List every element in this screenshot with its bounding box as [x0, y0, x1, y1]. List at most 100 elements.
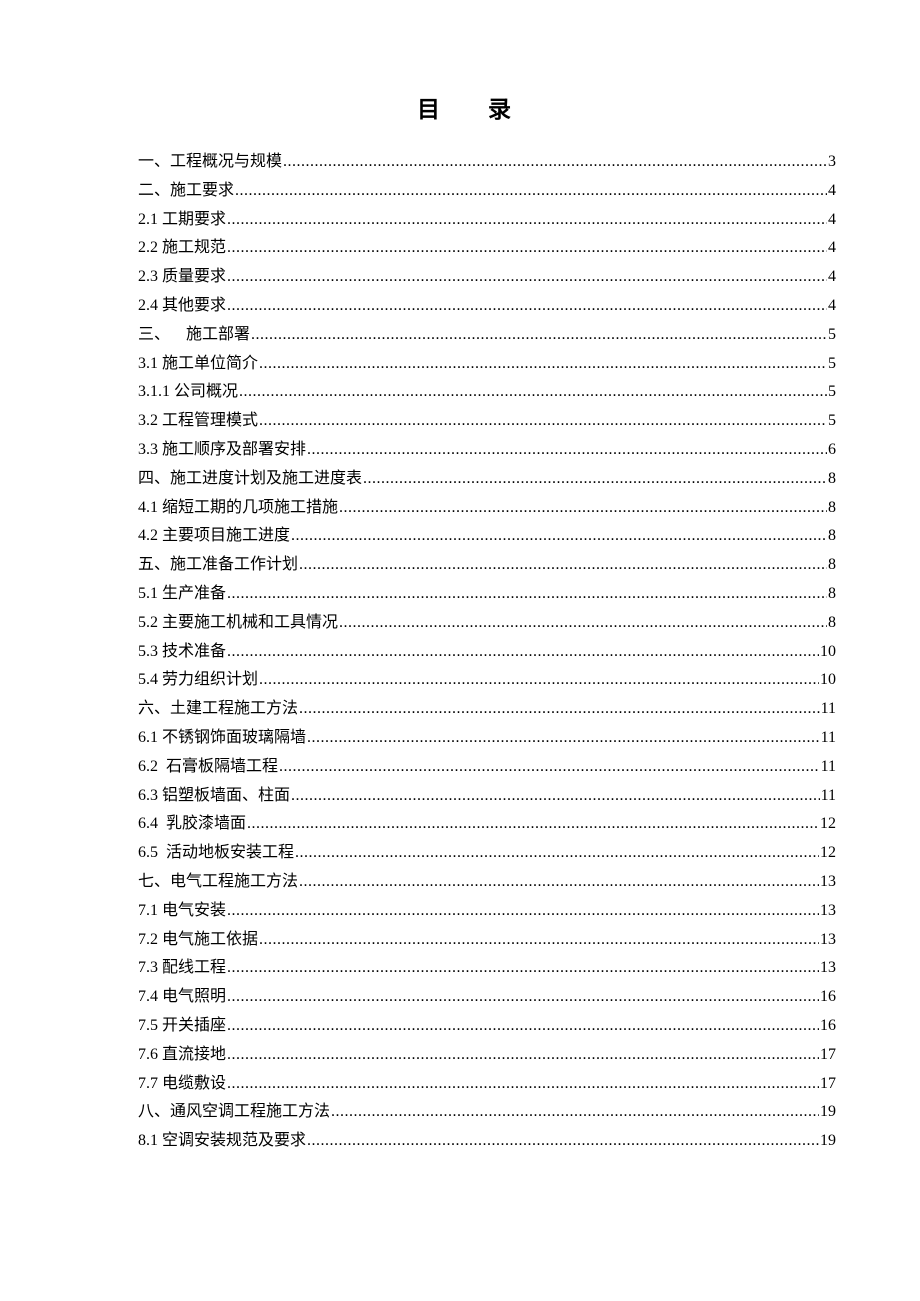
toc-entry-page: 6 — [828, 440, 836, 458]
toc-entry[interactable]: 五、施工准备工作计划 8 — [138, 551, 836, 580]
toc-entry[interactable]: 六、土建工程施工方法 11 — [138, 695, 836, 724]
toc-entry-label: 八、通风空调工程施工方法 — [138, 1103, 331, 1121]
dot-leader — [295, 839, 819, 868]
toc-entry[interactable]: 5.2 主要施工机械和工具情况 8 — [138, 609, 836, 638]
toc-entry[interactable]: 7.6 直流接地 17 — [138, 1041, 836, 1070]
toc-entry-label: 3.3 施工顺序及部署安排 — [138, 440, 307, 458]
dot-leader — [227, 1041, 819, 1070]
toc-entry-label: 7.1 电气安装 — [138, 901, 227, 919]
dot-leader — [259, 666, 819, 695]
toc-entry[interactable]: 八、通风空调工程施工方法 19 — [138, 1098, 836, 1127]
toc-entry-page: 10 — [820, 671, 836, 689]
dot-leader — [259, 926, 819, 955]
toc-entry-label: 3.2 工程管理模式 — [138, 412, 259, 430]
toc-entry-label: 四、施工进度计划及施工进度表 — [138, 469, 363, 487]
toc-entry-label: 6.3 铝塑板墙面、柱面 — [138, 786, 291, 804]
toc-entry-label: 6.1 不锈钢饰面玻璃隔墙 — [138, 728, 307, 746]
toc-entry[interactable]: 4.1 缩短工期的几项施工措施 8 — [138, 494, 836, 523]
dot-leader — [279, 753, 820, 782]
toc-entry-label: 6.4 乳胶漆墙面 — [138, 815, 247, 833]
toc-entry-page: 3 — [828, 153, 836, 170]
dot-leader — [299, 868, 819, 897]
toc-entry[interactable]: 6.1 不锈钢饰面玻璃隔墙 11 — [138, 724, 836, 753]
dot-leader — [307, 436, 827, 465]
toc-entry-label: 7.5 开关插座 — [138, 1016, 227, 1034]
toc-entry[interactable]: 3.2 工程管理模式 5 — [138, 407, 836, 436]
toc-entry[interactable]: 四、施工进度计划及施工进度表 8 — [138, 465, 836, 494]
toc-entry[interactable]: 4.2 主要项目施工进度 8 — [138, 522, 836, 551]
toc-entry-label: 7.2 电气施工依据 — [138, 930, 259, 948]
toc-entry[interactable]: 5.4 劳力组织计划 10 — [138, 666, 836, 695]
toc-entry-label: 5.4 劳力组织计划 — [138, 671, 259, 689]
toc-entry[interactable]: 6.5 活动地板安装工程 12 — [138, 839, 836, 868]
toc-entry[interactable]: 8.1 空调安装规范及要求 19 — [138, 1127, 836, 1156]
toc-entry-page: 8 — [828, 527, 836, 545]
toc-entry-label: 7.4 电气照明 — [138, 988, 227, 1006]
toc-entry-label: 一、工程概况与规模 — [138, 153, 283, 170]
toc-entry[interactable]: 3.3 施工顺序及部署安排 6 — [138, 436, 836, 465]
toc-entry[interactable]: 7.4 电气照明 16 — [138, 983, 836, 1012]
toc-entry-page: 11 — [820, 700, 836, 718]
toc-entry-label: 3.1 施工单位简介 — [138, 354, 259, 372]
toc-entry-page: 11 — [820, 728, 836, 746]
toc-entry[interactable]: 5.3 技术准备 10 — [138, 638, 836, 667]
table-of-contents: 一、工程概况与规模3二、施工要求42.1 工期要求42.2 施工规范42.3 质… — [138, 148, 836, 1156]
toc-entry[interactable]: 3.1 施工单位简介 5 — [138, 350, 836, 379]
toc-entry-page: 13 — [820, 959, 836, 977]
toc-entry[interactable]: 7.5 开关插座 16 — [138, 1012, 836, 1041]
toc-entry[interactable]: 二、施工要求 4 — [138, 177, 836, 206]
toc-entry-label: 2.3 质量要求 — [138, 268, 227, 286]
toc-entry-page: 13 — [820, 930, 836, 948]
dot-leader — [299, 551, 827, 580]
dot-leader — [227, 983, 819, 1012]
toc-entry-label: 8.1 空调安装规范及要求 — [138, 1132, 307, 1150]
dot-leader — [227, 206, 827, 235]
dot-leader — [247, 810, 819, 839]
dot-leader — [227, 292, 827, 321]
toc-entry[interactable]: 6.3 铝塑板墙面、柱面 11 — [138, 782, 836, 811]
dot-leader — [331, 1098, 819, 1127]
dot-leader — [259, 407, 827, 436]
toc-entry-page: 12 — [820, 815, 836, 833]
toc-entry-page: 4 — [828, 239, 836, 257]
toc-entry-label: 2.2 施工规范 — [138, 239, 227, 257]
toc-entry[interactable]: 7.3 配线工程 13 — [138, 954, 836, 983]
toc-entry[interactable]: 7.7 电缆敷设 17 — [138, 1070, 836, 1099]
toc-entry-page: 4 — [828, 181, 836, 199]
toc-entry[interactable]: 2.3 质量要求 4 — [138, 263, 836, 292]
dot-leader — [227, 638, 819, 667]
dot-leader — [259, 350, 827, 379]
toc-entry[interactable]: 7.2 电气施工依据 13 — [138, 926, 836, 955]
toc-entry-page: 8 — [828, 469, 836, 487]
dot-leader — [363, 465, 827, 494]
toc-entry-page: 13 — [820, 901, 836, 919]
toc-entry[interactable]: 一、工程概况与规模 3 — [138, 148, 836, 177]
toc-entry[interactable]: 三、 施工部署 5 — [138, 321, 836, 350]
dot-leader — [307, 724, 820, 753]
toc-entry[interactable]: 6.4 乳胶漆墙面 12 — [138, 810, 836, 839]
toc-entry[interactable]: 6.2 石膏板隔墙工程 11 — [138, 753, 836, 782]
toc-entry[interactable]: 七、电气工程施工方法 13 — [138, 868, 836, 897]
toc-entry[interactable]: 2.4 其他要求 4 — [138, 292, 836, 321]
dot-leader — [227, 580, 827, 609]
toc-entry-page: 8 — [828, 556, 836, 574]
toc-entry-label: 5.2 主要施工机械和工具情况 — [138, 613, 339, 631]
toc-entry-page: 4 — [828, 268, 836, 286]
toc-entry[interactable]: 2.1 工期要求 4 — [138, 206, 836, 235]
dot-leader — [227, 1012, 819, 1041]
page-title: 目录 — [417, 97, 559, 122]
toc-entry-label: 4.2 主要项目施工进度 — [138, 527, 291, 545]
toc-entry[interactable]: 7.1 电气安装 13 — [138, 897, 836, 926]
toc-entry-label: 4.1 缩短工期的几项施工措施 — [138, 498, 339, 516]
toc-entry-page: 19 — [820, 1103, 836, 1121]
dot-leader — [283, 148, 827, 177]
toc-entry[interactable]: 2.2 施工规范 4 — [138, 234, 836, 263]
toc-entry-page: 16 — [820, 1016, 836, 1034]
toc-entry[interactable]: 5.1 生产准备 8 — [138, 580, 836, 609]
toc-entry-label: 7.3 配线工程 — [138, 959, 227, 977]
toc-entry-page: 5 — [828, 383, 836, 401]
dot-leader — [299, 695, 820, 724]
toc-entry[interactable]: 3.1.1 公司概况 5 — [138, 378, 836, 407]
toc-entry-page: 8 — [828, 584, 836, 602]
toc-entry-page: 13 — [820, 872, 836, 890]
